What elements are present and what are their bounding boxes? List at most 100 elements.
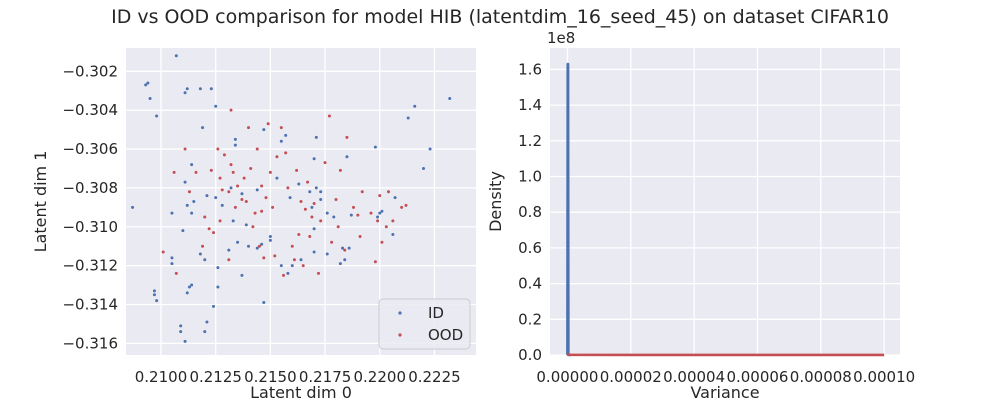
legend-box — [378, 298, 471, 350]
scatter-points — [131, 54, 452, 343]
scatter-point-ood — [240, 198, 244, 202]
scatter-point-id — [247, 244, 250, 248]
legend-label-id: ID — [428, 304, 444, 322]
scatter-point-id — [378, 211, 382, 215]
scatter-point-ood — [400, 205, 404, 209]
scatter-point-ood — [242, 176, 246, 180]
scatter-point-id — [170, 262, 174, 266]
density-x-tick-label: 0.00002 — [600, 368, 662, 386]
scatter-point-id — [183, 180, 187, 184]
scatter-point-id — [312, 250, 316, 254]
scatter-point-id — [391, 233, 395, 237]
scatter-point-ood — [358, 234, 362, 238]
density-y-tick-label: 0.4 — [518, 275, 542, 293]
scatter-point-id — [185, 291, 189, 295]
scatter-point-id — [312, 157, 316, 161]
scatter-point-id — [314, 135, 318, 139]
scatter-point-ood — [222, 153, 226, 157]
density-x-tick-label: 0.00000 — [536, 368, 598, 386]
scatter-point-id — [201, 126, 205, 130]
scatter-point-id — [216, 285, 220, 289]
scatter-point-ood — [216, 147, 220, 151]
scatter-point-ood — [373, 260, 377, 264]
scatter-point-ood — [268, 170, 272, 174]
scatter-point-id — [155, 299, 159, 303]
scatter-point-id — [170, 211, 174, 215]
scatter-point-id — [349, 213, 353, 217]
scatter-y-tick-label: −0.304 — [62, 101, 118, 119]
scatter-point-id — [212, 304, 215, 308]
scatter-point-id — [338, 262, 342, 266]
density-y-tick-label: 0.6 — [518, 239, 542, 257]
scatter-point-ood — [330, 240, 334, 244]
scatter-point-ood — [271, 205, 275, 209]
scatter-point-id — [376, 215, 380, 219]
scatter-point-id — [152, 289, 156, 293]
scatter-point-id — [284, 133, 288, 137]
scatter-point-id — [170, 256, 174, 260]
scatter-point-id — [155, 114, 159, 118]
scatter-point-ood — [301, 264, 305, 268]
scatter-point-id — [187, 285, 191, 289]
scatter-point-ood — [229, 108, 233, 112]
scatter-point-ood — [356, 213, 360, 217]
scatter-point-id — [185, 87, 189, 91]
scatter-y-axis-label: Latent dim 1 — [31, 151, 50, 253]
scatter-point-ood — [345, 135, 349, 139]
legend-label-ood: OOD — [428, 326, 463, 344]
density-x-tick-label: 0.00008 — [790, 368, 852, 386]
scatter-point-id — [312, 227, 316, 231]
scatter-point-ood — [212, 231, 215, 235]
scatter-point-id — [448, 97, 452, 101]
scatter-point-id — [209, 87, 213, 91]
scatter-point-id — [152, 293, 156, 297]
scatter-x-tick-label: 0.2175 — [299, 368, 352, 386]
scatter-point-id — [148, 97, 152, 101]
scatter-point-id — [260, 242, 264, 246]
scatter-point-ood — [229, 163, 233, 167]
scatter-point-ood — [260, 209, 264, 213]
density-y-axis-label: Density — [486, 171, 505, 232]
density-y-tick-label: 1.2 — [518, 132, 542, 150]
scatter-point-ood — [275, 155, 279, 159]
scatter-point-id — [190, 163, 194, 167]
scatter-point-ood — [172, 170, 176, 174]
scatter-point-id — [236, 240, 240, 244]
scatter-point-id — [297, 182, 301, 186]
scatter-point-id — [299, 258, 303, 262]
scatter-point-id — [341, 246, 345, 250]
scatter-point-id — [268, 234, 272, 238]
scatter-point-id — [380, 209, 384, 213]
scatter-point-id — [190, 211, 194, 215]
scatter-point-ood — [312, 201, 316, 205]
scatter-point-id — [428, 147, 432, 151]
scatter-point-ood — [201, 244, 205, 248]
scatter-point-id — [240, 273, 244, 277]
scatter-point-id — [275, 176, 279, 180]
density-plot: 0.00000 0.00002 0.00004 0.00006 0.00008 0.000… — [486, 29, 915, 400]
scatter-y-tick-label: −0.306 — [62, 140, 118, 158]
scatter-point-ood — [183, 147, 187, 151]
scatter-point-id — [325, 211, 329, 215]
scatter-point-ood — [227, 258, 231, 262]
legend: ID OOD — [378, 298, 471, 350]
scatter-point-ood — [369, 211, 373, 215]
scatter-point-id — [179, 324, 183, 328]
scatter-point-id — [332, 215, 336, 219]
scatter-point-ood — [231, 170, 235, 174]
scatter-point-ood — [207, 227, 211, 231]
scatter-point-ood — [251, 225, 255, 229]
scatter-point-id — [314, 186, 318, 190]
scatter-point-id — [233, 137, 237, 141]
scatter-point-ood — [327, 114, 331, 118]
scatter-x-tick-label: 0.2125 — [189, 368, 242, 386]
scatter-point-id — [198, 252, 202, 256]
density-x-tick-label: 0.00004 — [663, 368, 725, 386]
density-plot-area — [550, 48, 900, 355]
scatter-point-ood — [273, 254, 277, 258]
scatter-y-tick-label: −0.312 — [62, 257, 118, 275]
density-ticks: 0.00000 0.00002 0.00004 0.00006 0.00008 0.000… — [518, 60, 915, 386]
scatter-point-ood — [323, 161, 327, 165]
scatter-point-id — [214, 104, 218, 108]
